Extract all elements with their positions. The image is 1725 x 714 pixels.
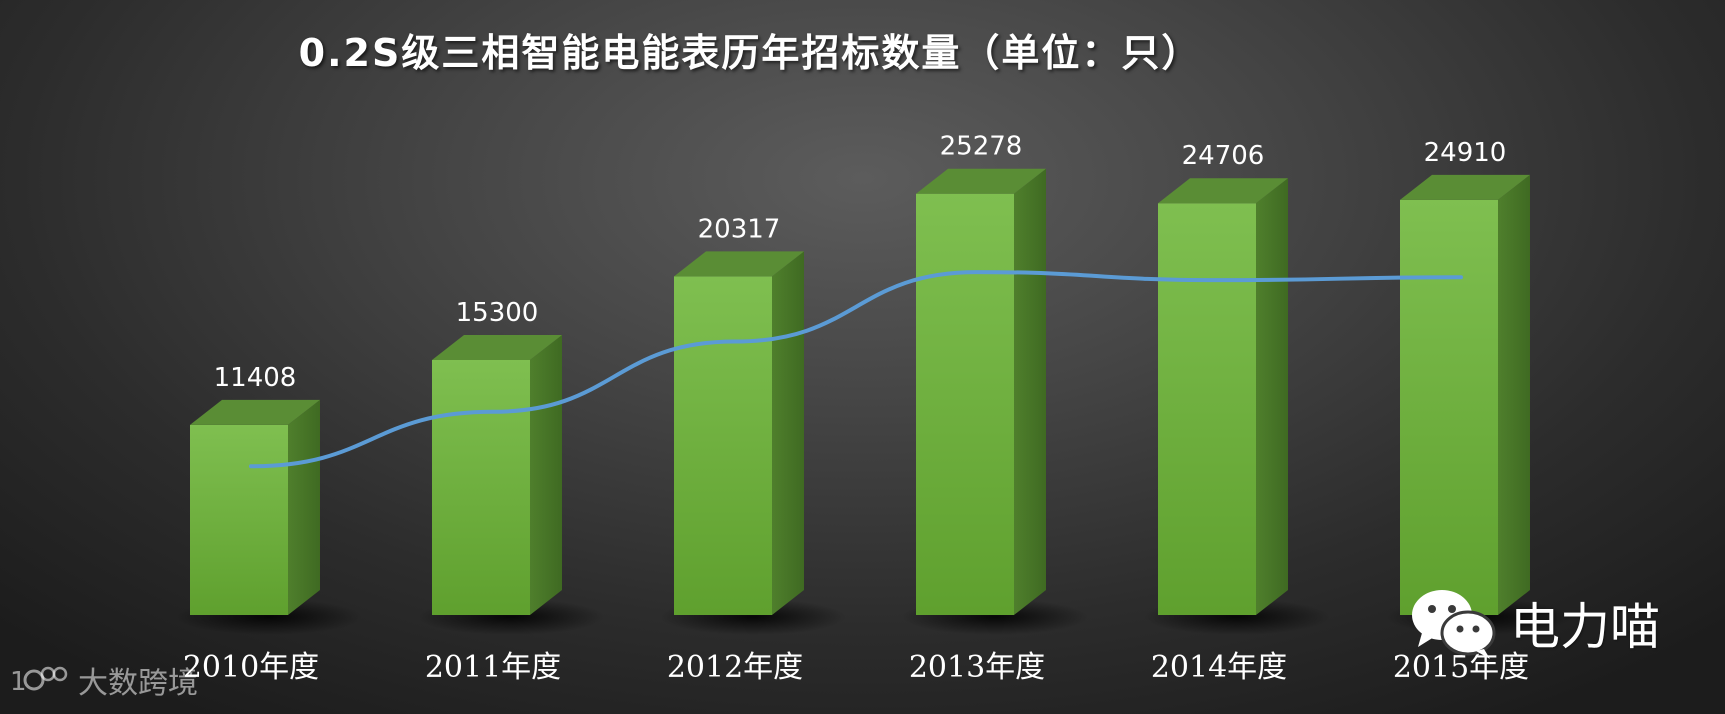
value-label-2: 15300: [456, 298, 539, 328]
bar-front: [916, 193, 1014, 615]
category-label-2: 2011年度: [425, 650, 561, 685]
category-label-6: 2015年度: [1393, 650, 1529, 685]
bar-front: [432, 360, 530, 615]
value-label-6: 24910: [1424, 138, 1507, 168]
bar-top: [432, 335, 562, 360]
watermark-left-text: 大数跨境: [78, 666, 198, 701]
wechat-icon: [1412, 590, 1496, 659]
bar-2: [432, 335, 562, 615]
bar-side: [1014, 168, 1046, 615]
bar-front: [1158, 203, 1256, 615]
trend-line: [249, 270, 1463, 469]
chart-title: 0.2S级三相智能电能表历年招标数量（单位：只）: [298, 31, 1202, 75]
bar-3: [674, 251, 804, 615]
bar-6: [1400, 174, 1530, 616]
bar-top: [1158, 178, 1288, 204]
category-label-3: 2012年度: [667, 650, 803, 685]
bar-front: [674, 276, 772, 615]
watermark-logo-icon: 1: [10, 666, 68, 697]
svg-text:1: 1: [10, 667, 27, 697]
category-label-1: 2010年度: [183, 650, 319, 685]
bar-1: [190, 399, 320, 615]
watermark-right-text: 电力喵: [1510, 598, 1660, 656]
bar-side: [288, 399, 320, 615]
category-label-5: 2014年度: [1151, 650, 1287, 685]
category-label-4: 2013年度: [909, 650, 1045, 685]
watermark-right: 电力喵: [1408, 585, 1660, 661]
value-label-3: 20317: [698, 214, 781, 244]
bar-top: [190, 399, 320, 425]
value-label-4: 25278: [940, 132, 1023, 162]
bar-5: [1158, 178, 1288, 615]
bar-side: [1256, 178, 1288, 615]
bar-side: [530, 335, 562, 615]
value-label-5: 24706: [1182, 141, 1265, 171]
watermark-left: 1 大数跨境: [10, 658, 198, 702]
bar-front: [1400, 199, 1498, 616]
bar-side: [772, 251, 804, 615]
bar-side: [1498, 174, 1530, 616]
value-label-1: 11408: [214, 363, 297, 393]
bar-top: [916, 168, 1046, 194]
bar-top: [1400, 174, 1530, 200]
bar-front: [190, 424, 288, 615]
bar-4: [916, 168, 1046, 615]
bar-top: [674, 251, 804, 277]
